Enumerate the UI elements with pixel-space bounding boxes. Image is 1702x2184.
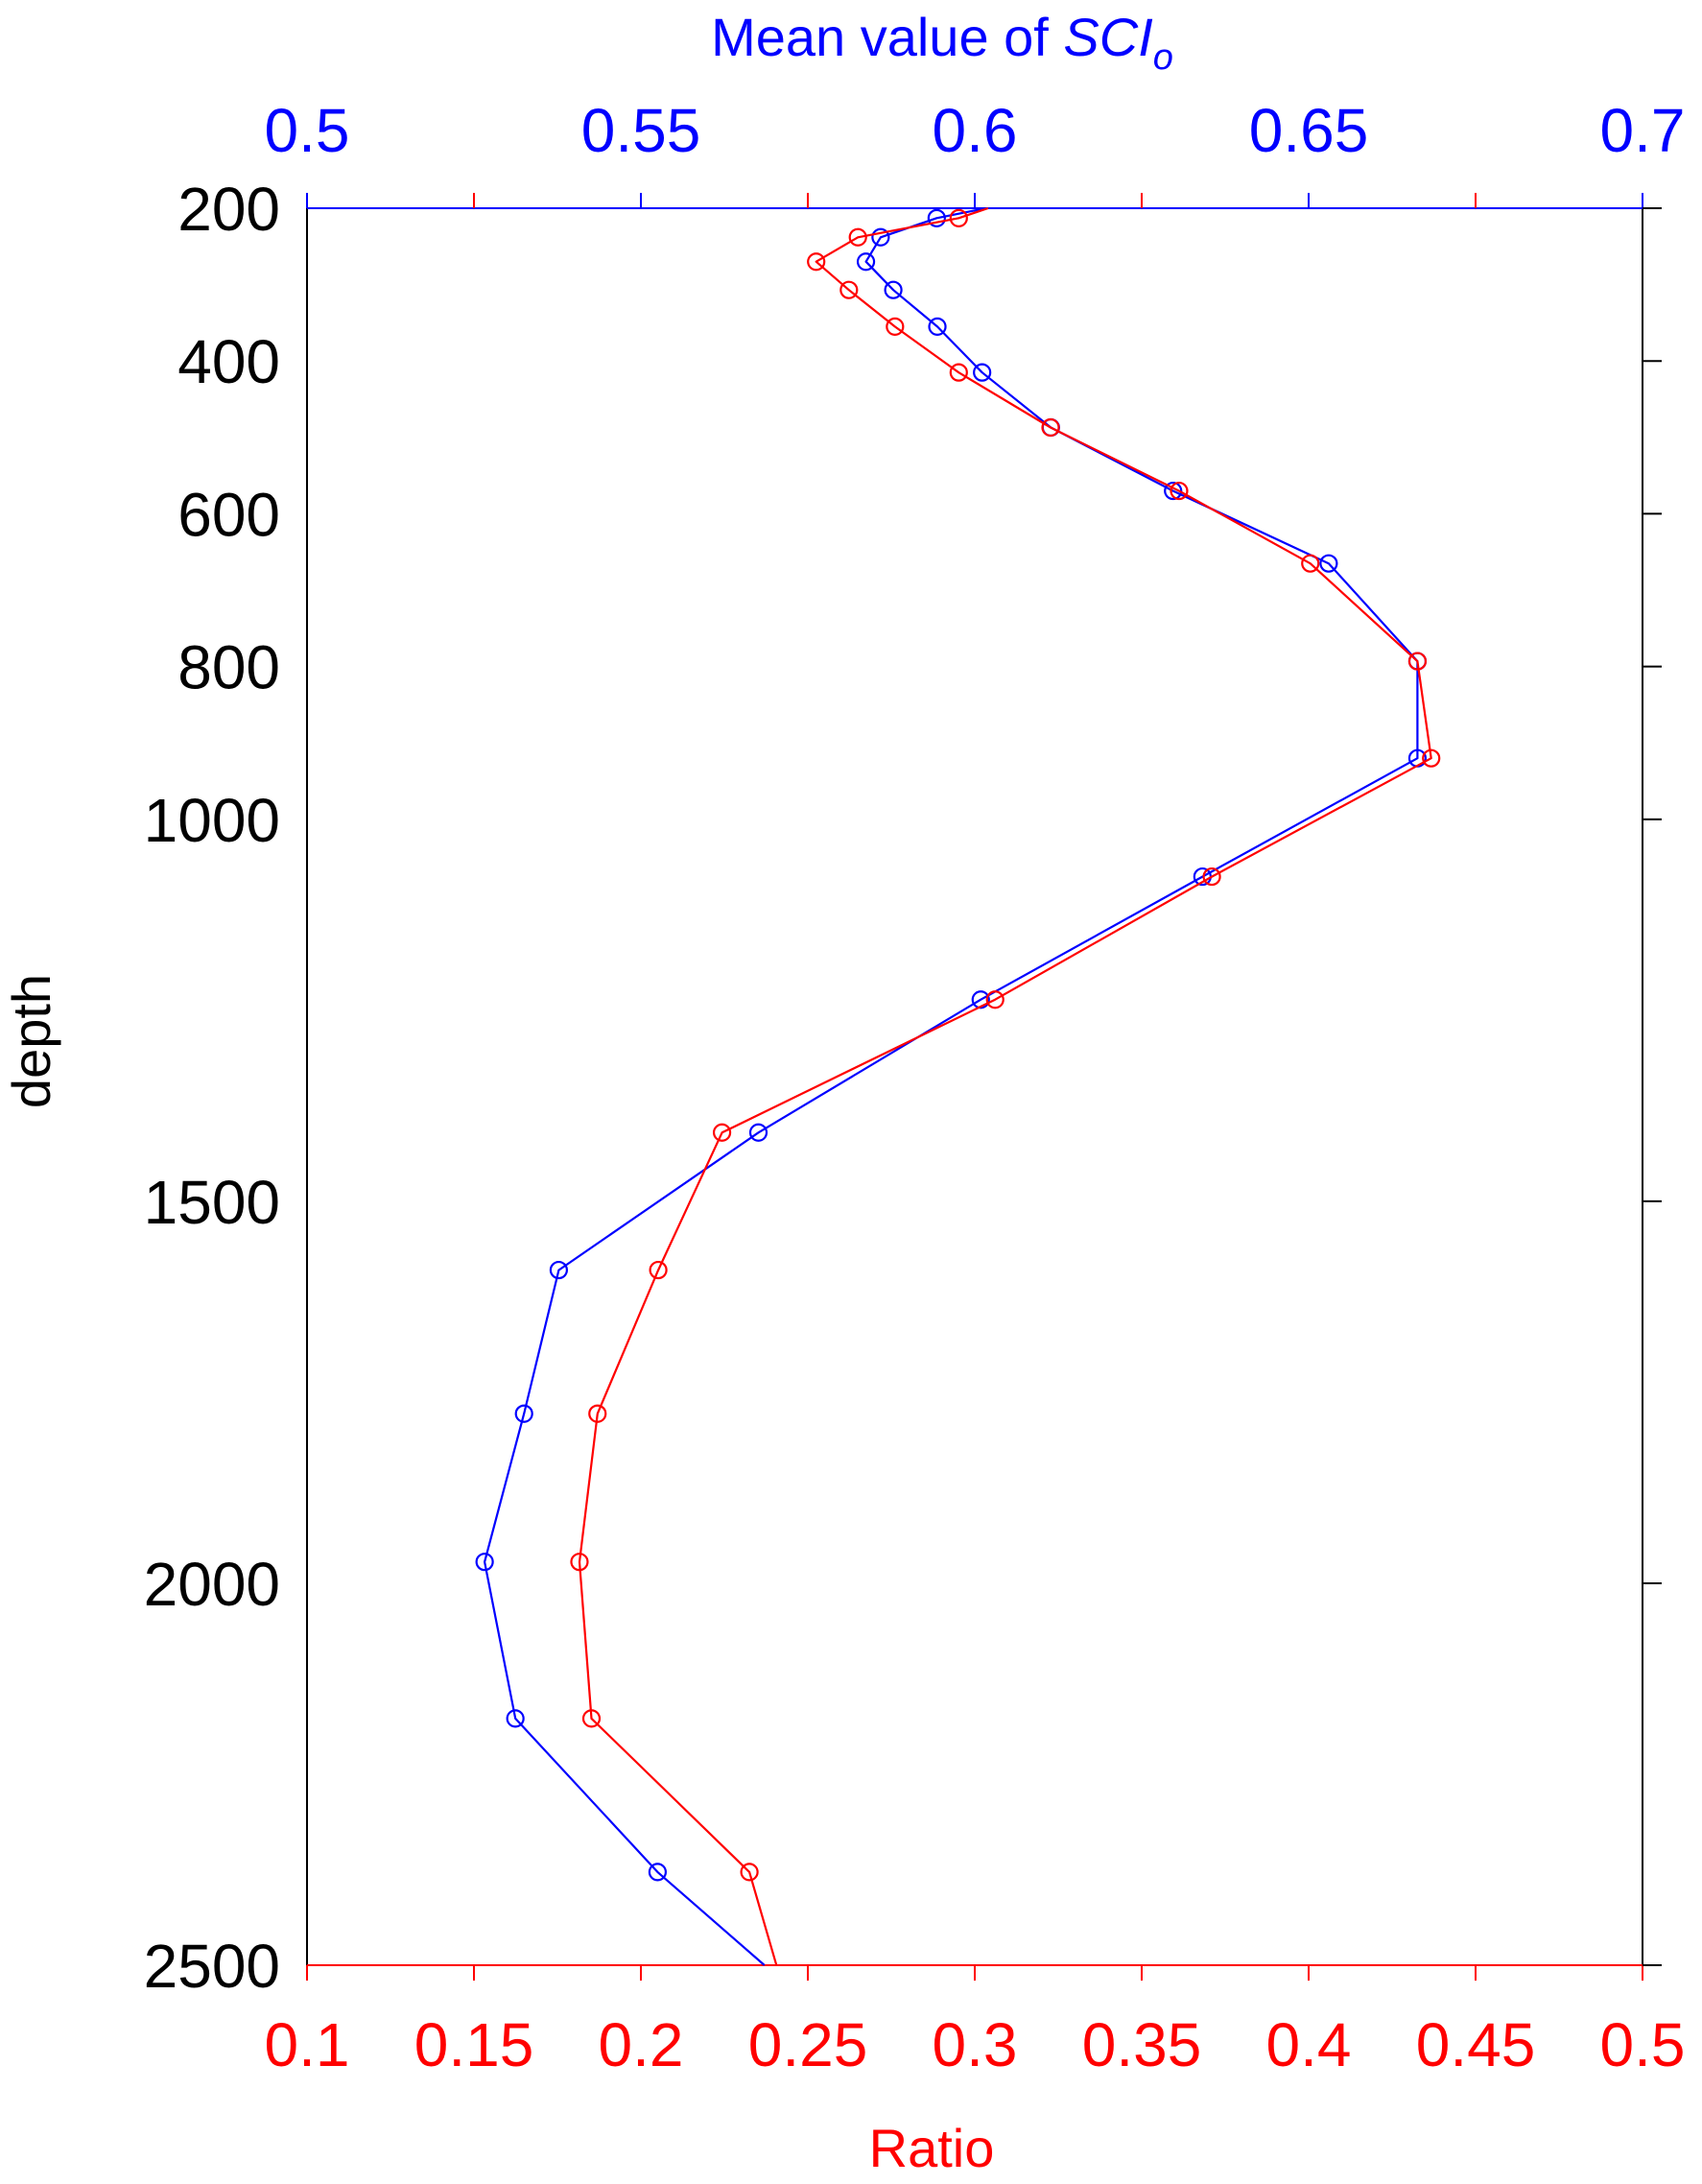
ratio-data-point bbox=[1041, 417, 1060, 438]
top-axis-tick-label: 0.55 bbox=[581, 96, 701, 165]
bottom-axis-tick-label: 0.25 bbox=[748, 2010, 868, 2079]
sci-mean-data-point bbox=[1164, 481, 1183, 501]
top-axis-title: Mean value of SCIo bbox=[711, 7, 1173, 78]
ratio-series-line bbox=[578, 206, 1432, 1966]
y-axis-tick-label: 2500 bbox=[144, 1932, 280, 2001]
ratio-data-point bbox=[985, 990, 1005, 1009]
sci-mean-data-point bbox=[514, 1404, 533, 1423]
ratio-data-point bbox=[1407, 652, 1428, 671]
y-axis-tick-label: 2000 bbox=[144, 1550, 280, 1619]
axes-layer bbox=[306, 193, 1662, 1981]
ratio-data-point bbox=[712, 1123, 732, 1142]
bottom-axis-tick-label: 0.5 bbox=[1600, 2010, 1686, 2079]
ratio-data-point bbox=[588, 1404, 607, 1423]
y-axis-tick-label: 600 bbox=[177, 480, 280, 549]
sci-mean-data-point bbox=[1319, 554, 1338, 573]
ratio-data-point bbox=[949, 208, 968, 227]
labels-layer: 0.5 0.55 0.6 0.65 0.7 0.1 0.15 0.2 0.25 0.3 0.35 0.… bbox=[144, 96, 1686, 2079]
ratio-data-point bbox=[581, 1709, 602, 1728]
y-axis-tick-label: 1500 bbox=[144, 1168, 280, 1237]
ratio-data-point bbox=[848, 227, 867, 247]
top-axis-title-symbol: SCI bbox=[1063, 7, 1152, 67]
y-axis-tick-label: 200 bbox=[177, 175, 280, 244]
top-axis-tick-label: 0.65 bbox=[1249, 96, 1369, 165]
y-axis-title: depth bbox=[1, 974, 61, 1108]
bottom-axis-tick-label: 0.2 bbox=[599, 2010, 684, 2079]
ratio-data-point bbox=[570, 1553, 589, 1572]
bottom-axis-tick-label: 0.1 bbox=[265, 2010, 350, 2079]
top-axis-title-prefix: Mean value of bbox=[711, 7, 1063, 67]
top-axis-title-subscript: o bbox=[1153, 37, 1173, 78]
ratio-data-point bbox=[839, 280, 859, 299]
ratio-data-point bbox=[1422, 748, 1441, 768]
y-axis-tick-label: 400 bbox=[177, 327, 280, 396]
y-axis-tick-label: 800 bbox=[177, 633, 280, 702]
ratio-data-point bbox=[1301, 554, 1320, 573]
sci-mean-data-point bbox=[506, 1709, 525, 1728]
sci-mean-data-point bbox=[748, 1123, 768, 1142]
sci-mean-data-point bbox=[549, 1260, 568, 1280]
y-axis-tick-label: 1000 bbox=[144, 786, 280, 855]
bottom-axis-tick-label: 0.15 bbox=[414, 2010, 534, 2079]
sci-mean-data-point bbox=[475, 1553, 494, 1572]
top-axis-tick-label: 0.5 bbox=[265, 96, 350, 165]
sci-mean-data-point bbox=[971, 990, 990, 1009]
ratio-data-point bbox=[807, 252, 826, 272]
ratio-data-point bbox=[1170, 481, 1189, 501]
ratio-data-point bbox=[649, 1260, 668, 1280]
bottom-axis-tick-label: 0.4 bbox=[1266, 2010, 1352, 2079]
bottom-axis-tick-label: 0.35 bbox=[1082, 2010, 1202, 2079]
sci-mean-data-point bbox=[871, 227, 890, 247]
ratio-data-point bbox=[949, 363, 968, 382]
ratio-data-point bbox=[1202, 866, 1221, 887]
top-axis-tick-label: 0.6 bbox=[933, 96, 1018, 165]
sci-mean-data-point bbox=[856, 252, 876, 272]
sci-mean-data-point bbox=[928, 317, 947, 336]
sci-mean-series-line bbox=[484, 206, 1419, 1966]
bottom-axis-tick-label: 0.3 bbox=[933, 2010, 1018, 2079]
ratio-data-point bbox=[886, 317, 905, 336]
ratio-data-point bbox=[740, 1863, 759, 1882]
bottom-axis-title: Ratio bbox=[869, 2118, 995, 2178]
bottom-axis-tick-label: 0.45 bbox=[1416, 2010, 1536, 2079]
sci-mean-data-point bbox=[973, 363, 992, 382]
series-layer bbox=[475, 206, 1441, 1966]
sci-mean-data-point bbox=[648, 1863, 668, 1882]
sci-mean-data-point bbox=[927, 208, 946, 227]
sci-mean-data-point bbox=[884, 280, 903, 299]
top-axis-tick-label: 0.7 bbox=[1600, 96, 1686, 165]
